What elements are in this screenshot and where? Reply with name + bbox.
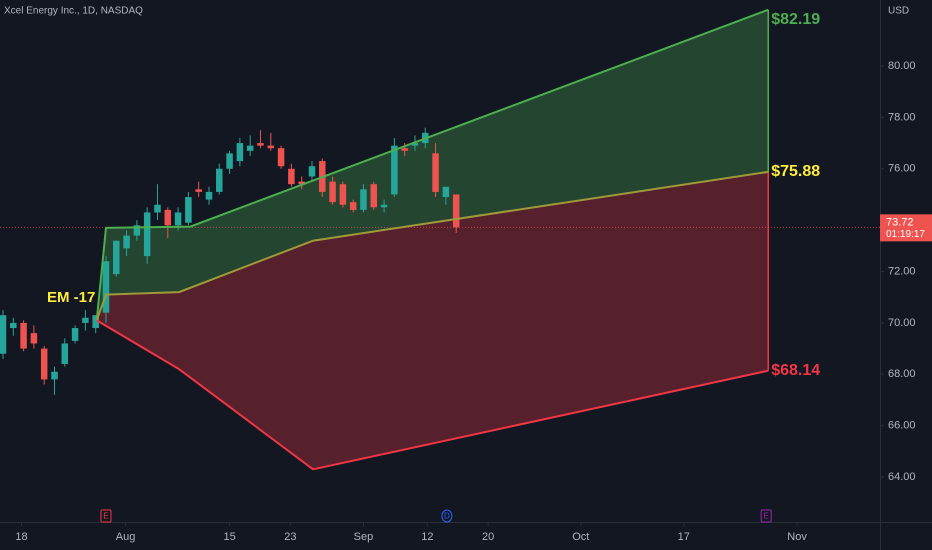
chart-title: Xcel Energy Inc., 1D, NASDAQ xyxy=(4,6,143,17)
candle-body xyxy=(10,322,17,329)
candle-body xyxy=(205,191,213,200)
candle-body xyxy=(329,181,336,203)
candle-body xyxy=(185,197,192,223)
candle-body xyxy=(442,186,450,198)
candle-body xyxy=(288,168,295,185)
x-tick-label: 15 xyxy=(223,531,235,543)
candle-body xyxy=(61,343,69,365)
x-tick-label: Sep xyxy=(354,531,374,543)
x-tick-label: 17 xyxy=(678,531,690,543)
candle-body xyxy=(308,166,316,177)
annotation: EM -17 xyxy=(47,289,95,306)
y-tick-label: 78.00 xyxy=(888,111,916,123)
candle-body xyxy=(349,202,357,210)
candle-body xyxy=(51,371,58,380)
candle-body xyxy=(133,225,141,236)
event-marker xyxy=(760,509,772,523)
candle-body xyxy=(0,315,7,354)
candle-body xyxy=(92,315,99,329)
candle-body xyxy=(257,143,264,146)
candle-body xyxy=(71,328,79,341)
x-tick-label: 23 xyxy=(284,531,296,543)
candle-body xyxy=(20,322,27,349)
candle-body xyxy=(174,212,182,226)
y-tick-label: 64.00 xyxy=(888,471,916,483)
x-tick-label: Aug xyxy=(116,531,136,543)
x-tick-label: 18 xyxy=(15,531,27,543)
event-label: E xyxy=(764,512,769,521)
candle-body xyxy=(226,153,233,169)
candle-body xyxy=(370,184,378,208)
candle-body xyxy=(164,209,172,226)
candle-body xyxy=(432,153,439,192)
event-label: E xyxy=(103,512,108,521)
candle-body xyxy=(391,145,398,195)
candle-body xyxy=(298,181,305,185)
candle-body xyxy=(195,189,202,192)
countdown-label: 01:19:17 xyxy=(886,229,925,240)
event-marker xyxy=(100,509,112,523)
candle-body xyxy=(246,145,254,151)
candle-body xyxy=(40,348,48,380)
candle-body xyxy=(360,189,367,210)
zone-line xyxy=(96,319,769,471)
candle-body xyxy=(339,184,347,205)
candle-body xyxy=(102,261,110,313)
candle-body xyxy=(236,143,244,162)
candle-body xyxy=(277,148,285,167)
y-tick-label: 66.00 xyxy=(888,420,916,432)
candle-body xyxy=(401,148,408,151)
x-tick-label: 20 xyxy=(482,531,494,543)
y-tick-label: 72.00 xyxy=(888,265,916,277)
candle-body xyxy=(452,194,460,228)
zone-line xyxy=(95,170,769,321)
candle-body xyxy=(30,333,38,344)
zone-label: $75.88 xyxy=(771,163,820,180)
event-label: D xyxy=(444,512,450,521)
last-price-label: 73.72 xyxy=(886,216,914,228)
event-marker xyxy=(441,509,453,523)
y-tick-label: 70.00 xyxy=(888,317,916,329)
candle-body xyxy=(143,212,151,257)
candle-body xyxy=(123,235,130,249)
candle-body xyxy=(380,204,388,208)
zone-line xyxy=(95,8,769,321)
y-tick-label: 76.00 xyxy=(888,163,916,175)
y-tick-label: 68.00 xyxy=(888,368,916,380)
last-price-box xyxy=(880,214,932,242)
x-tick-label: 12 xyxy=(421,531,433,543)
zone-label: $68.14 xyxy=(771,362,820,379)
candle-body xyxy=(154,204,161,213)
currency-label: USD xyxy=(888,6,909,17)
candle-body xyxy=(113,240,120,275)
y-tick-label: 80.00 xyxy=(888,60,916,72)
x-tick-label: Oct xyxy=(572,531,589,543)
candle-body xyxy=(216,168,223,192)
candle-body xyxy=(82,317,89,323)
x-tick-label: Nov xyxy=(787,531,807,543)
lower-zone-fill xyxy=(96,171,769,470)
zone-label: $82.19 xyxy=(771,11,820,28)
candle-body xyxy=(411,143,419,146)
candle-body xyxy=(267,145,275,149)
